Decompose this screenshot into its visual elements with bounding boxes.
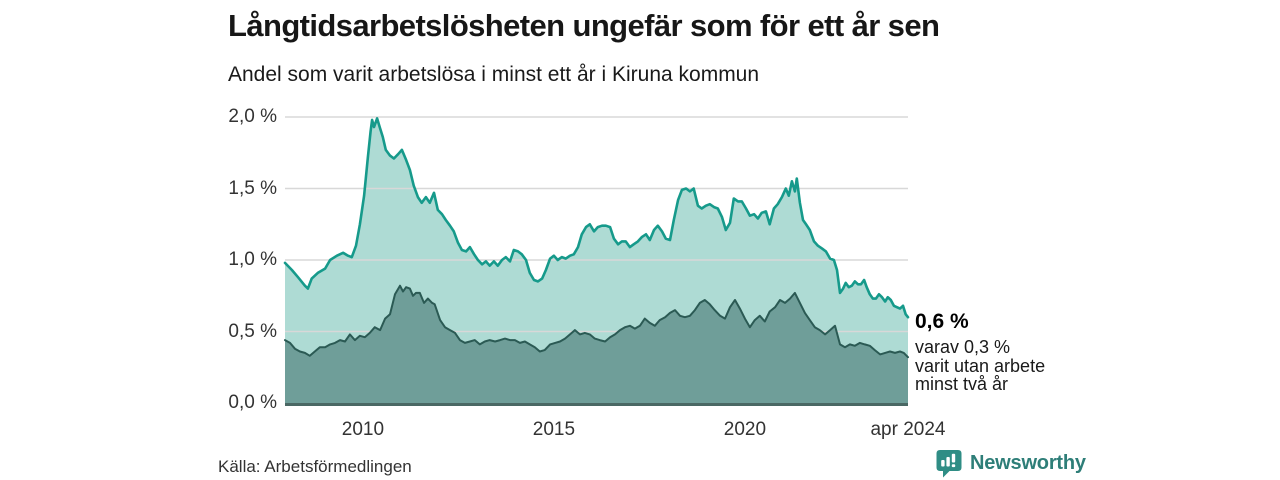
x-axis-label: apr 2024 bbox=[870, 419, 946, 440]
chart-subtitle: Andel som varit arbetslösa i minst ett å… bbox=[228, 63, 760, 86]
y-axis-label: 0,5 % bbox=[228, 320, 277, 342]
y-axis-label: 1,0 % bbox=[228, 249, 277, 270]
y-axis-label: 0,0 % bbox=[228, 392, 277, 413]
source-attribution: Källa: Arbetsförmedlingen bbox=[218, 457, 412, 476]
chart-title: Långtidsarbetslösheten ungefär som för e… bbox=[228, 8, 940, 43]
x-axis-label: 2010 bbox=[341, 419, 385, 440]
series-min-two-years-area bbox=[285, 285, 908, 403]
x-axis-labels: 2010 2015 2020 apr 2024 bbox=[0, 419, 1280, 445]
annotation-line-1: varav 0,3 % bbox=[915, 337, 1011, 357]
end-value-total: 0,6 % bbox=[915, 310, 969, 333]
x-axis-label: 2015 bbox=[532, 419, 576, 440]
end-value-annotation: 0,6 % varav 0,3 % varit utan arbete mins… bbox=[915, 310, 1075, 394]
annotation-line-2: varit utan arbete bbox=[915, 355, 1046, 376]
y-axis-label: 2,0 % bbox=[228, 106, 277, 127]
series-min-two-years-line bbox=[284, 284, 909, 359]
newsworthy-branding: Newsworthy bbox=[936, 449, 1086, 478]
annotation-line-3: minst två år bbox=[915, 374, 1009, 394]
newsworthy-logo-icon bbox=[936, 450, 962, 478]
series-min-one-year-line bbox=[283, 117, 910, 319]
y-axis-label: 1,5 % bbox=[228, 177, 277, 199]
x-axis-label: 2020 bbox=[723, 419, 767, 440]
newsworthy-wordmark: Newsworthy bbox=[970, 452, 1086, 474]
